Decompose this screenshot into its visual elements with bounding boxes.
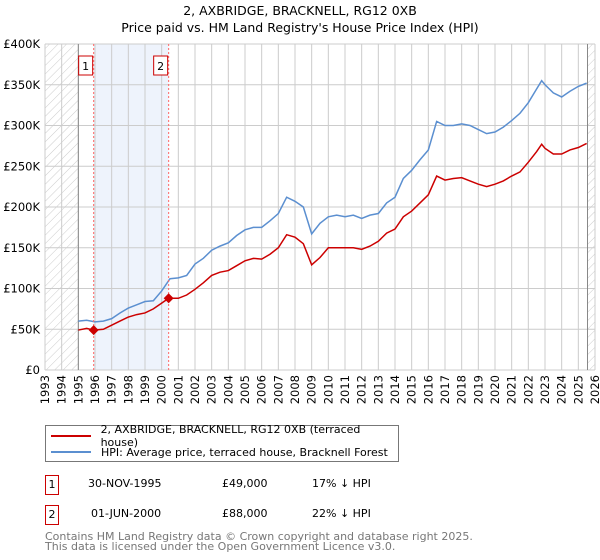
chart-title: 2, AXBRIDGE, BRACKNELL, RG12 0XB: [183, 3, 417, 18]
x-tick-label: 2019: [471, 375, 485, 404]
x-tick-label: 2016: [421, 375, 435, 404]
transaction-hpi-diff: 22% ↓ HPI: [312, 507, 371, 520]
x-tick-label: 2020: [488, 375, 502, 404]
legend-label: 2, AXBRIDGE, BRACKNELL, RG12 0XB (terrac…: [100, 423, 361, 449]
x-tick-label: 1993: [38, 375, 52, 404]
sale-point: [88, 325, 99, 336]
x-tick-label: 2010: [321, 375, 335, 404]
x-tick-label: 2026: [588, 375, 600, 404]
x-tick-label: 2012: [355, 375, 369, 404]
legend-item-hpi: HPI: Average price, terraced house, Brac…: [51, 444, 388, 460]
x-tick-label: 1997: [105, 375, 119, 404]
transaction-date: 01-JUN-2000: [91, 507, 162, 520]
y-tick-label: £350K: [3, 78, 40, 92]
x-tick-label: 1999: [138, 375, 152, 404]
sale-marker-badge: [78, 55, 94, 76]
x-tick-label: 1994: [55, 375, 69, 404]
footer-licence: This data is licensed under the Open Gov…: [45, 540, 396, 553]
marker-badge: 1: [45, 475, 59, 495]
series-line-property: [78, 142, 587, 331]
marker-badge: 2: [45, 505, 59, 525]
y-tick-label: £100K: [3, 282, 40, 296]
sale-marker-label: 2: [157, 60, 164, 73]
x-tick-label: 2011: [338, 375, 352, 404]
y-tick-label: £200K: [3, 200, 40, 214]
sale-marker-badge: [153, 55, 169, 76]
x-tick-label: 1996: [88, 375, 102, 404]
legend-swatch-blue: [51, 451, 91, 453]
x-tick-label: 2024: [555, 375, 569, 404]
x-tick-label: 2018: [455, 375, 469, 404]
legend: 2, AXBRIDGE, BRACKNELL, RG12 0XB (terrac…: [45, 423, 399, 462]
x-tick-label: 2005: [238, 375, 252, 404]
legend-item-property: 2, AXBRIDGE, BRACKNELL, RG12 0XB (terrac…: [51, 423, 398, 449]
y-tick-label: £300K: [3, 119, 40, 133]
series-line-hpi: [78, 79, 587, 323]
x-tick-label: 2001: [171, 375, 185, 404]
x-tick-label: 2014: [388, 375, 402, 404]
x-tick-label: 2013: [371, 375, 385, 404]
y-tick-label: £150K: [3, 241, 40, 255]
x-tick-label: 2003: [205, 375, 219, 404]
x-tick-label: 2015: [405, 375, 419, 404]
sale-marker-label: 1: [82, 60, 89, 73]
y-tick-label: £250K: [3, 159, 40, 173]
transaction-row: 1 30-NOV-1995 £49,000 17% ↓ HPI: [45, 475, 445, 495]
x-tick-label: 2009: [305, 375, 319, 404]
x-tick-label: 2017: [438, 375, 452, 404]
sale-point: [163, 293, 174, 304]
x-tick-label: 2022: [521, 375, 535, 404]
x-tick-label: 2004: [221, 375, 235, 404]
x-tick-label: 2008: [288, 375, 302, 404]
x-tick-label: 2002: [188, 375, 202, 404]
transaction-hpi-diff: 17% ↓ HPI: [312, 477, 371, 490]
legend-label: HPI: Average price, terraced house, Brac…: [101, 445, 388, 459]
transaction-row: 2 01-JUN-2000 £88,000 22% ↓ HPI: [45, 505, 445, 525]
x-tick-label: 2007: [271, 375, 285, 404]
x-tick-label: 2000: [155, 375, 169, 404]
x-tick-label: 2023: [538, 375, 552, 404]
transaction-price: £88,000: [222, 507, 268, 520]
y-tick-label: £400K: [3, 37, 40, 51]
x-tick-label: 2025: [571, 375, 585, 404]
y-tick-label: £50K: [11, 322, 41, 336]
price-chart: 1993 1994 1995 1996 1997 1998 1999 2000 2001 2002…: [3, 37, 600, 404]
transaction-price: £49,000: [222, 477, 268, 490]
x-tick-label: 2021: [505, 375, 519, 404]
legend-swatch-red: [51, 435, 91, 437]
x-tick-label: 1998: [121, 375, 135, 404]
x-tick-label: 1995: [71, 375, 85, 404]
footer-copyright: Contains HM Land Registry data © Crown c…: [45, 530, 473, 543]
transaction-date: 30-NOV-1995: [88, 477, 162, 490]
chart-subtitle: Price paid vs. HM Land Registry's House …: [121, 20, 479, 35]
y-tick-label: £0: [25, 363, 40, 377]
x-tick-label: 2006: [255, 375, 269, 404]
